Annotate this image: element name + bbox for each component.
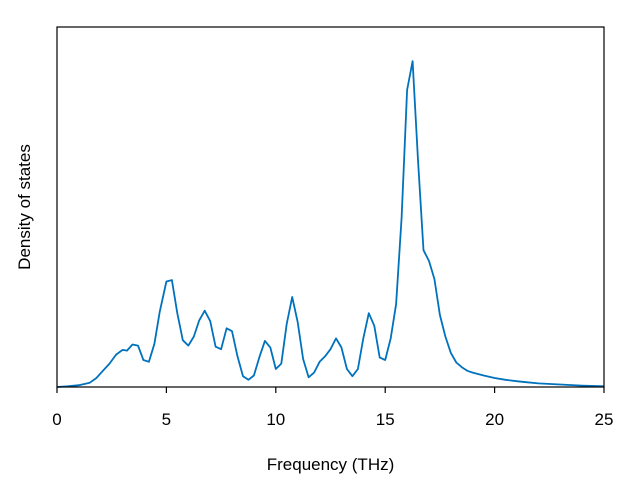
dos-series-line — [56, 60, 605, 388]
x-ticks: 0 5 10 15 20 25 — [52, 387, 613, 429]
x-tick-label: 25 — [595, 410, 614, 429]
x-tick-label: 15 — [376, 410, 395, 429]
y-axis-label: Density of states — [15, 144, 34, 270]
x-axis-label: Frequency (THz) — [267, 455, 395, 474]
x-tick-label: 20 — [485, 410, 504, 429]
x-tick-label: 5 — [162, 410, 171, 429]
plot-frame — [56, 26, 605, 388]
plot-background — [57, 27, 604, 387]
x-tick-label: 10 — [266, 410, 285, 429]
x-tick-label: 0 — [52, 410, 61, 429]
